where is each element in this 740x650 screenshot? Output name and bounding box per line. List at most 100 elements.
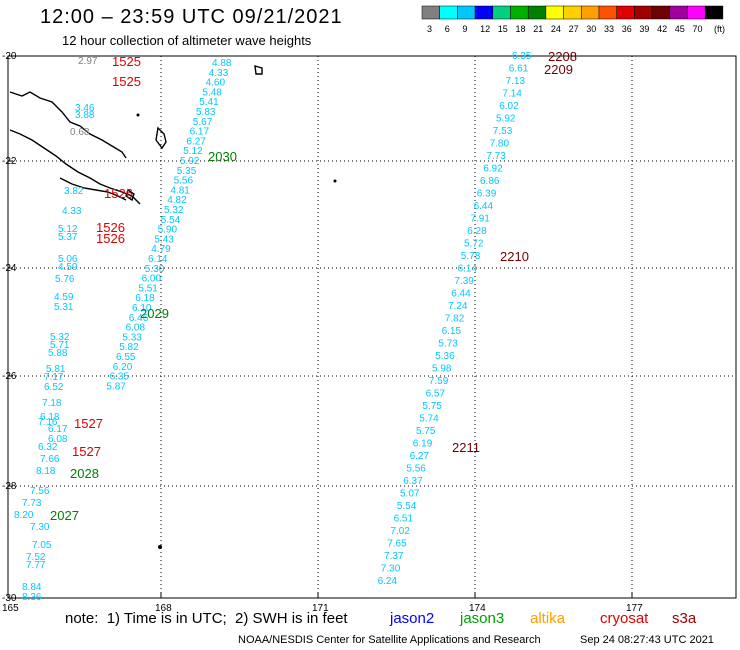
legend-label: 39 <box>639 24 649 34</box>
swh-value: 7.02 <box>390 526 410 537</box>
legend-swatch <box>687 5 706 20</box>
swh-value: 6.28 <box>467 226 487 237</box>
swh-value: 4.79 <box>151 244 171 255</box>
track-time-label: 1526 <box>104 186 133 201</box>
swh-value: 8.36 <box>22 592 42 603</box>
legend-label: 27 <box>569 24 579 34</box>
lat-label: -20 <box>2 51 17 62</box>
legend-swatch <box>563 5 582 20</box>
coastline <box>155 126 167 150</box>
lon-label: 165 <box>2 603 19 614</box>
track-time-label: 2210 <box>500 249 529 264</box>
legend-swatch <box>616 5 635 20</box>
swh-value: 5.75 <box>416 426 436 437</box>
coastline <box>9 91 127 159</box>
legend-swatch <box>492 5 511 20</box>
track-time-label: 2029 <box>140 306 169 321</box>
coastline <box>59 177 127 201</box>
coastline <box>125 188 135 202</box>
swh-value: 6.92 <box>483 164 503 175</box>
swh-value: 6.19 <box>413 439 433 450</box>
island-dot <box>158 545 162 549</box>
legend-label: 12 <box>480 24 490 34</box>
swh-value: 7.16 <box>38 417 58 428</box>
legend-unit: (ft) <box>714 24 725 34</box>
swh-value: 5.92 <box>496 114 516 125</box>
swh-value: 6.08 <box>48 434 68 445</box>
swh-value: 4.33 <box>209 68 229 79</box>
swh-value: 7.24 <box>448 301 468 312</box>
swh-value: 6.02 <box>499 101 519 112</box>
swh-value: 4.59 <box>58 262 78 273</box>
swh-value: 7.13 <box>506 76 526 87</box>
legend-label: 36 <box>622 24 632 34</box>
swh-value: 5.48 <box>202 87 222 98</box>
swh-value: 6.32 <box>38 442 58 453</box>
swh-value: 6.18 <box>135 293 155 304</box>
swh-value: 3.88 <box>75 110 95 121</box>
swh-value: 6.35 <box>512 51 532 62</box>
lon-label: 174 <box>469 603 486 614</box>
swh-value: 7.65 <box>387 539 407 550</box>
swh-value: 7.59 <box>429 376 449 387</box>
swh-value: 5.98 <box>432 364 452 375</box>
swh-value: 5.32 <box>50 332 70 343</box>
swh-value: 5.74 <box>419 414 439 425</box>
swh-value: 6.14 <box>458 264 478 275</box>
swh-value: 6.10 <box>132 303 152 314</box>
swh-value: 5.31 <box>54 302 74 313</box>
satellite-altika: altika <box>530 610 566 627</box>
swh-value: 6.37 <box>403 476 423 487</box>
swh-value: 5.73 <box>438 339 458 350</box>
legend-swatch <box>457 5 476 20</box>
legend-swatch <box>527 5 547 20</box>
swh-value-low: 2.97 <box>78 56 98 67</box>
legend-label: 30 <box>586 24 596 34</box>
swh-value: 3.82 <box>64 186 84 197</box>
legend-label: 9 <box>462 24 467 34</box>
swh-value: 6.39 <box>477 189 497 200</box>
lat-label: -22 <box>2 156 17 167</box>
swh-value: 5.51 <box>138 283 158 294</box>
swh-value: 6.55 <box>116 352 136 363</box>
legend-swatch <box>669 5 688 20</box>
satellite-jason3: jason3 <box>460 610 505 627</box>
legend-swatch <box>439 5 458 20</box>
swh-value: 5.33 <box>122 332 142 343</box>
legend-swatch <box>421 5 440 20</box>
coastline <box>254 65 263 75</box>
swh-value: 6.15 <box>442 326 462 337</box>
swh-value: 6.51 <box>394 514 414 525</box>
swh-value: 5.07 <box>400 489 420 500</box>
track-time-label: 1527 <box>72 444 101 459</box>
swh-value: 5.32 <box>164 205 184 216</box>
swh-value: 6.17 <box>190 127 210 138</box>
swh-value: 3.46 <box>75 103 95 114</box>
swh-value: 7.53 <box>493 126 513 137</box>
swh-value: 6.44 <box>474 201 494 212</box>
swh-value: 5.43 <box>154 234 174 245</box>
swh-value: 4.88 <box>212 58 232 69</box>
swh-value: 8.18 <box>36 466 56 477</box>
track-time-label: 2209 <box>544 62 573 77</box>
swh-value: 5.06 <box>58 254 78 265</box>
map-frame <box>7 55 737 599</box>
swh-value: 5.76 <box>55 274 75 285</box>
swh-value: 6.24 <box>378 576 398 587</box>
track-time-label: 2208 <box>548 49 577 64</box>
swh-value: 6.14 <box>148 254 168 265</box>
swh-value: 5.75 <box>422 401 442 412</box>
swh-value: 5.56 <box>406 464 426 475</box>
legend-swatch <box>474 5 494 20</box>
swh-value: 5.92 <box>180 156 200 167</box>
footer-credit: NOAA/NESDIS Center for Satellite Applica… <box>238 634 541 646</box>
legend-swatch <box>651 5 671 20</box>
island-dot <box>136 113 140 117</box>
swh-value: 7.30 <box>381 564 401 575</box>
footer-timestamp: Sep 24 08:27:43 UTC 2021 <box>580 634 714 646</box>
swh-value: 4.33 <box>62 206 82 217</box>
track-time-label: 1526 <box>96 220 125 235</box>
swh-value: 6.86 <box>480 176 500 187</box>
swh-value: 5.54 <box>161 215 181 226</box>
